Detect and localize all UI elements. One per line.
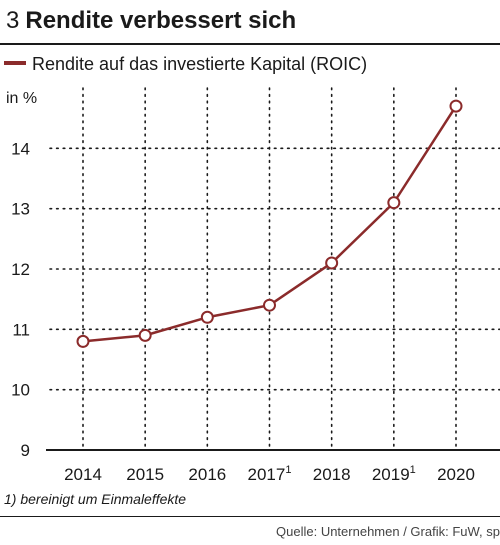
y-tick-label-14: 14 bbox=[11, 139, 30, 158]
data-point-2018 bbox=[325, 256, 339, 270]
x-tick-label-2020: 2020 bbox=[437, 465, 475, 484]
x-tick-label-2015: 2015 bbox=[126, 465, 164, 484]
x-tick-label-2014: 2014 bbox=[64, 465, 102, 484]
data-point-2016 bbox=[200, 310, 214, 324]
y-tick-label-9: 9 bbox=[21, 441, 30, 460]
legend: Rendite auf das investierte Kapital (ROI… bbox=[4, 53, 367, 75]
footnote-marker-2017: 1 bbox=[285, 464, 291, 476]
top-rule bbox=[0, 43, 500, 45]
x-tick-label-2017: 20171 bbox=[248, 464, 292, 484]
y-tick-label-11: 11 bbox=[12, 320, 30, 339]
x-tick-label-2016: 2016 bbox=[188, 465, 226, 484]
bottom-rule bbox=[0, 516, 500, 517]
footnote-marker-2019: 1 bbox=[410, 464, 416, 476]
data-point-2019 bbox=[387, 196, 401, 210]
data-point-2020 bbox=[449, 99, 463, 113]
x-tick-label-2019: 20191 bbox=[372, 464, 416, 484]
x-tick-label-2018: 2018 bbox=[313, 465, 351, 484]
chart-number: 3 bbox=[6, 7, 20, 34]
data-point-2014 bbox=[76, 334, 90, 348]
data-point-2017 bbox=[263, 298, 276, 312]
y-tick-label-13: 13 bbox=[11, 200, 30, 219]
data-point-2015 bbox=[138, 328, 152, 342]
y-tick-label-10: 10 bbox=[11, 381, 30, 400]
source-credit: Quelle: Unternehmen / Grafik: FuW, sp bbox=[276, 524, 500, 539]
y-tick-label-12: 12 bbox=[11, 260, 30, 279]
y-unit-label: in % bbox=[6, 90, 38, 107]
legend-label: Rendite auf das investierte Kapital (ROI… bbox=[32, 54, 368, 74]
footnote: 1) bereinigt um Einmaleffekte bbox=[4, 491, 187, 507]
chart-title: 3 Rendite verbessert sich bbox=[6, 6, 296, 36]
legend-swatch bbox=[4, 61, 26, 66]
chart-title-text: Rendite verbessert sich bbox=[25, 7, 297, 34]
